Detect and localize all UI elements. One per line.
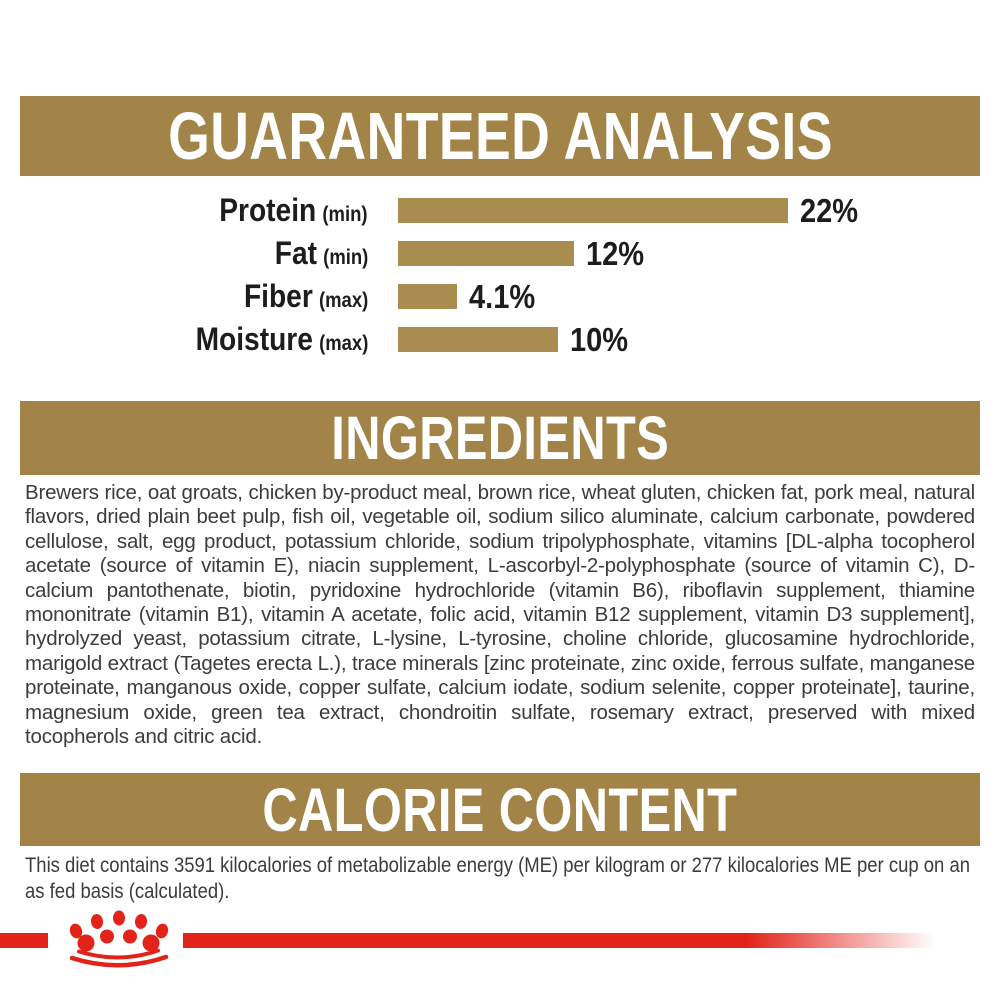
bar-fiber bbox=[398, 284, 457, 309]
nutrient-name: Fiber bbox=[243, 278, 313, 314]
nutrient-qualifier: (max) bbox=[318, 332, 368, 355]
nutrient-label: Fat (min) bbox=[0, 235, 368, 272]
calorie-content-text: This diet contains 3591 kilocalories of … bbox=[25, 854, 971, 903]
ingredients-text: Brewers rice, oat groats, chicken by-pro… bbox=[25, 481, 975, 749]
nutrient-name: Fat bbox=[274, 235, 317, 271]
nutrient-value: 10% bbox=[570, 320, 629, 358]
footer-stripe-right bbox=[183, 933, 935, 948]
bar-protein bbox=[398, 198, 788, 223]
guaranteed-analysis-title: GUARANTEED ANALYSIS bbox=[167, 98, 833, 174]
nutrient-name: Moisture bbox=[195, 321, 313, 357]
nutrient-qualifier: (min) bbox=[322, 246, 368, 269]
nutrient-label: Moisture (max) bbox=[0, 321, 368, 358]
nutrient-qualifier: (min) bbox=[322, 203, 368, 226]
nutrient-label: Fiber (max) bbox=[0, 278, 368, 315]
chart-row-fiber: Fiber (max) 4.1% bbox=[0, 275, 1000, 318]
ingredients-title: INGREDIENTS bbox=[331, 404, 669, 472]
nutrient-qualifier: (max) bbox=[318, 289, 368, 312]
nutrient-value: 12% bbox=[586, 234, 645, 272]
nutrient-value: 4.1% bbox=[469, 277, 536, 315]
nutrient-name: Protein bbox=[219, 192, 317, 228]
calorie-content-banner: CALORIE CONTENT bbox=[20, 773, 980, 846]
bar-moisture bbox=[398, 327, 558, 352]
ingredients-banner: INGREDIENTS bbox=[20, 401, 980, 475]
guaranteed-analysis-chart: Protein (min) 22% Fat (min) 12% Fiber (max) 4.1%… bbox=[0, 189, 1000, 361]
royal-canin-crown-logo-icon bbox=[69, 910, 169, 968]
nutrient-label: Protein (min) bbox=[0, 192, 368, 229]
footer-stripe-left bbox=[0, 933, 48, 948]
guaranteed-analysis-banner: GUARANTEED ANALYSIS bbox=[20, 96, 980, 176]
chart-row-protein: Protein (min) 22% bbox=[0, 189, 1000, 232]
chart-row-moisture: Moisture (max) 10% bbox=[0, 318, 1000, 361]
bar-fat bbox=[398, 241, 574, 266]
chart-row-fat: Fat (min) 12% bbox=[0, 232, 1000, 275]
nutrient-value: 22% bbox=[800, 191, 859, 229]
calorie-content-title: CALORIE CONTENT bbox=[262, 775, 738, 844]
